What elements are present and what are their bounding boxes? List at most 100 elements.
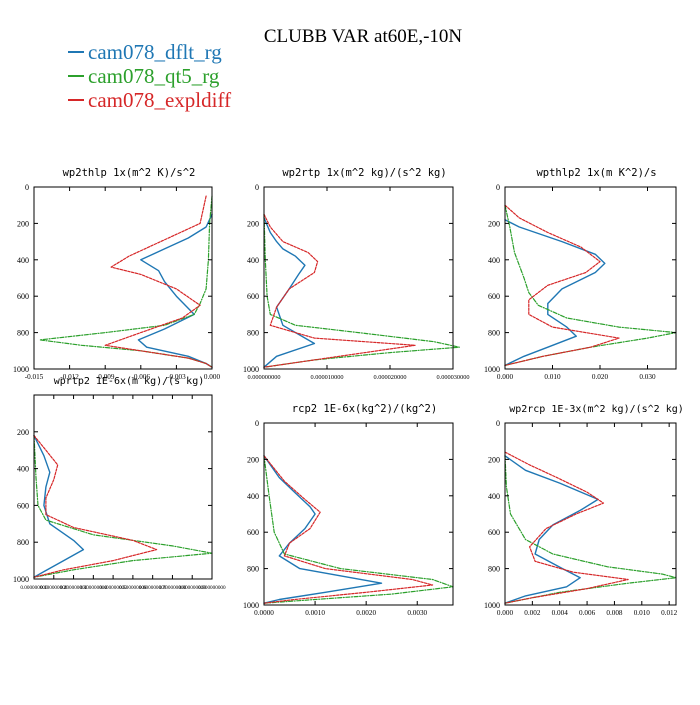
series-line <box>263 455 454 604</box>
y-tick-label: 0 <box>255 419 259 428</box>
x-tick-label: -0.006 <box>132 373 151 381</box>
y-tick-label: 400 <box>17 256 29 265</box>
series-line <box>504 204 677 366</box>
y-tick-label: 1000 <box>484 365 500 374</box>
x-tick-label: 0.000 <box>497 609 514 617</box>
panel-title: rcp2 1E-6x(kg^2)/(kg^2) <box>292 403 437 415</box>
series-line <box>33 434 213 578</box>
x-tick-label: 0.900000000 <box>198 585 226 591</box>
y-tick-label: 400 <box>247 492 259 501</box>
legend-label: cam078_dflt_rg <box>88 40 222 64</box>
chart-panel: wp2rcp 1E-3x(m^2 kg)/(s^2 kg) 0 200 400 600 8… <box>484 404 684 617</box>
series-line <box>504 451 629 604</box>
panel-title: wpthlp2 1x(m K^2)/s <box>536 167 656 179</box>
y-tick-label: 800 <box>17 538 29 547</box>
x-tick-label: -0.003 <box>167 373 186 381</box>
panel-title: wp2rtp 1x(m^2 kg)/(s^2 kg) <box>282 167 446 179</box>
legend: cam078_dflt_rgcam078_qt5_rgcam078_expldi… <box>68 40 231 112</box>
series-line <box>504 455 599 604</box>
y-tick-label: 200 <box>247 455 259 464</box>
x-tick-label: 0.000 <box>204 373 221 381</box>
plot-frame <box>504 186 677 370</box>
x-tick-label: 0.0010 <box>305 609 325 617</box>
panels: wp2thlp 1x(m^2 K)/s^202004006008001000-0… <box>13 167 684 617</box>
y-tick-label: 600 <box>17 292 29 301</box>
series-line <box>104 195 213 368</box>
x-tick-label: -0.015 <box>25 373 44 381</box>
y-tick-label: 800 <box>247 565 259 574</box>
y-tick-label: 0 <box>255 183 259 192</box>
y-tick-label: 1000 <box>13 575 29 584</box>
legend-label: cam078_expldiff <box>88 88 231 112</box>
plot-frame <box>263 422 454 606</box>
x-tick-label: 0.030 <box>639 373 656 381</box>
y-tick-label: 800 <box>247 329 259 338</box>
chart-panel: wpthlp2 1x(m K^2)/s 0 200 400 600 800 10000.00… <box>484 167 677 381</box>
y-tick-label: 200 <box>247 219 259 228</box>
x-tick-label: 0.500000000 <box>119 585 147 591</box>
x-tick-label: 0.000030000 <box>436 374 469 381</box>
y-tick-label: 600 <box>488 528 500 537</box>
series-line <box>33 434 85 578</box>
plot-frame <box>504 422 677 606</box>
legend-label: cam078_qt5_rg <box>88 64 220 88</box>
series-line <box>504 219 606 367</box>
x-tick-label: -0.009 <box>96 373 115 381</box>
y-tick-label: 200 <box>488 219 500 228</box>
y-tick-label: 200 <box>488 455 500 464</box>
y-tick-label: 1000 <box>243 601 259 610</box>
series-line <box>39 195 213 368</box>
chart-panel: rcp2 1E-6x(kg^2)/(kg^2) 0 200 400 600 800 1000… <box>243 403 454 617</box>
x-tick-label: 0.700000000 <box>159 585 187 591</box>
x-tick-label: 0.000000000 <box>20 585 48 591</box>
series-line <box>263 213 460 368</box>
y-tick-label: 200 <box>17 219 29 228</box>
x-tick-label: 0.000020000 <box>373 374 406 381</box>
y-tick-label: 400 <box>17 465 29 474</box>
x-tick-label: 0.100000000 <box>40 585 68 591</box>
plot-frame <box>263 186 454 370</box>
y-tick-label: 200 <box>17 428 29 437</box>
x-tick-label: 0.200000000 <box>60 585 88 591</box>
x-tick-label: 0.008 <box>606 609 623 617</box>
x-tick-label: 0.600000000 <box>139 585 167 591</box>
y-tick-label: 600 <box>17 501 29 510</box>
panel-title: wp2thlp 1x(m^2 K)/s^2 <box>63 167 196 179</box>
y-tick-label: 600 <box>247 292 259 301</box>
chart-panel: wp2rtp 1x(m^2 kg)/(s^2 kg) 0 200 400 600 800 1… <box>243 167 470 381</box>
x-tick-label: 0.010 <box>544 373 561 381</box>
panel-title: wp2rcp 1E-3x(m^2 kg)/(s^2 kg) <box>509 404 684 415</box>
y-tick-label: 400 <box>488 256 500 265</box>
panel-title: wprtp2 1E-6x(m kg)/(s kg) <box>54 376 205 387</box>
x-tick-label: 0.000 <box>497 373 514 381</box>
x-tick-label: 0.0000 <box>254 609 274 617</box>
y-tick-label: 1000 <box>13 365 29 374</box>
x-tick-label: 0.002 <box>524 609 541 617</box>
y-tick-label: 1000 <box>243 365 259 374</box>
chart-panel: wprtp2 1E-6x(m kg)/(s kg) 200 400 600 800 100… <box>13 376 226 591</box>
series-line <box>263 217 316 368</box>
y-tick-label: 0 <box>25 183 29 192</box>
y-tick-label: 1000 <box>484 601 500 610</box>
x-tick-label: 0.800000000 <box>179 585 207 591</box>
series-line <box>504 455 677 604</box>
y-tick-label: 0 <box>496 419 500 428</box>
chart-panel: wp2thlp 1x(m^2 K)/s^202004006008001000-0… <box>13 167 220 381</box>
x-tick-label: 0.000010000 <box>310 374 343 381</box>
x-tick-label: -0.012 <box>60 373 79 381</box>
y-tick-label: 800 <box>488 565 500 574</box>
y-tick-label: 800 <box>488 329 500 338</box>
figure-title: CLUBB VAR at60E,-10N <box>264 26 463 47</box>
series-line <box>504 204 620 366</box>
x-tick-label: 0.020 <box>592 373 609 381</box>
x-tick-label: 0.004 <box>552 609 569 617</box>
y-tick-label: 0 <box>496 183 500 192</box>
y-tick-label: 400 <box>488 492 500 501</box>
series-line <box>263 455 383 604</box>
y-tick-label: 600 <box>488 292 500 301</box>
series-line <box>263 455 434 604</box>
y-tick-label: 400 <box>247 256 259 265</box>
plot-frame <box>33 394 213 580</box>
